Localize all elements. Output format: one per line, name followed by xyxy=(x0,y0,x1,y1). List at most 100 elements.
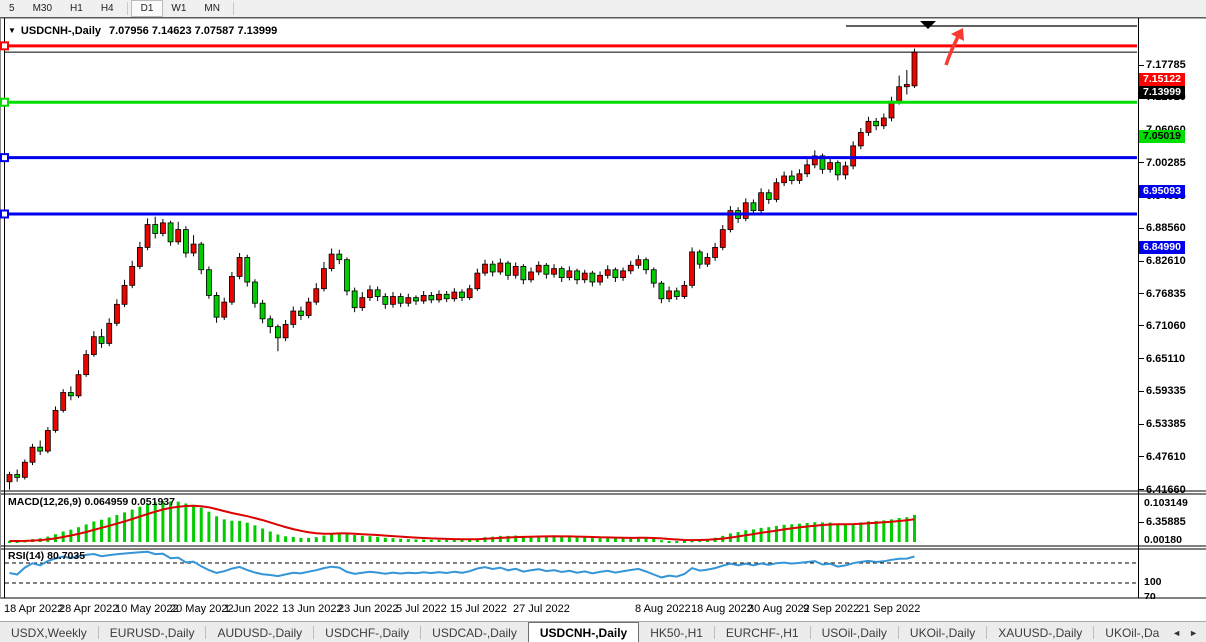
bear-candle xyxy=(374,289,381,297)
tab-separator xyxy=(313,626,315,639)
price-tick-label: 6.71060 xyxy=(1146,319,1186,332)
timeframe-button-h1[interactable]: H1 xyxy=(70,3,83,14)
price-tick-label: 6.41660 xyxy=(1146,483,1186,496)
macd-histogram-bar xyxy=(184,503,188,542)
tab-separator xyxy=(1093,626,1095,639)
timeframe-toolbar: 5 M30 H1 H4 D1 W1 MN xyxy=(0,0,1206,17)
rsi-line xyxy=(9,550,915,579)
timeframe-button-d1[interactable]: D1 xyxy=(130,0,164,17)
tab-usdcnh-daily[interactable]: USDCNH-,Daily xyxy=(527,622,640,642)
timeframe-button-mn[interactable]: MN xyxy=(204,3,220,14)
bear-candle xyxy=(489,263,496,273)
timeframe-button-m30[interactable]: M30 xyxy=(32,3,53,14)
bear-candle xyxy=(558,268,565,278)
tab-usoil-daily[interactable]: USOil-,Daily xyxy=(821,625,887,640)
price-tick-label: 6.53385 xyxy=(1146,418,1186,431)
macd-histogram-bar xyxy=(583,537,587,542)
symbol-tab-bar: USDX,Weekly EURUSD-,Daily AUDUSD-,Daily USD… xyxy=(0,621,1206,642)
bear-candle xyxy=(252,281,258,304)
line-drag-handle[interactable] xyxy=(0,97,9,107)
macd-signal-line xyxy=(9,504,915,542)
price-level-badge: 7.13999 xyxy=(1139,86,1185,100)
macd-histogram-bar xyxy=(560,536,564,542)
tick-mark xyxy=(1139,358,1144,360)
scroll-left-icon[interactable]: ◄ xyxy=(1172,627,1182,638)
macd-histogram-bar xyxy=(552,535,556,542)
bear-candle xyxy=(658,282,665,300)
tab-ukoil-da[interactable]: UKOil-,Da xyxy=(1105,625,1160,640)
tab-usdchf-daily[interactable]: USDCHF-,Daily xyxy=(325,625,410,640)
macd-histogram-bar xyxy=(299,537,303,542)
macd-histogram-bar xyxy=(253,525,257,542)
bull-candle xyxy=(90,336,97,355)
bear-candle xyxy=(298,310,304,316)
tab-separator xyxy=(809,626,811,639)
timeframe-button-w1[interactable]: W1 xyxy=(171,3,187,14)
price-level-badge: 7.15122 xyxy=(1139,73,1185,87)
up-arrow-annotation[interactable] xyxy=(944,32,962,66)
tab-eurchf-h1[interactable]: EURCHF-,H1 xyxy=(725,625,799,640)
macd-histogram-bar xyxy=(123,512,127,542)
rsi-scale-label: 70 xyxy=(1144,591,1156,603)
up-arrow-head[interactable] xyxy=(951,28,964,41)
timeframe-button-5[interactable]: 5 xyxy=(9,3,15,14)
bear-candle xyxy=(589,272,596,283)
macd-histogram-bar xyxy=(843,523,847,542)
bull-candle xyxy=(842,165,849,176)
macd-histogram-bar xyxy=(544,535,548,542)
bull-candle xyxy=(704,257,711,265)
macd-histogram-bar xyxy=(368,536,372,542)
bull-candle xyxy=(865,120,872,133)
bull-candle xyxy=(758,192,765,211)
tab-xauusd-daily[interactable]: XAUUSD-,Daily xyxy=(998,625,1083,640)
bear-candle xyxy=(37,446,44,452)
bull-candle xyxy=(627,264,634,272)
macd-histogram-bar xyxy=(498,535,502,542)
line-drag-handle[interactable] xyxy=(0,209,9,219)
bull-candle xyxy=(44,430,51,452)
date-tick-label: 30 Aug 2022 xyxy=(748,603,810,615)
bull-candle xyxy=(551,268,557,275)
chevron-down-icon[interactable]: ▼ xyxy=(8,26,16,35)
timeframe-button-h4[interactable]: H4 xyxy=(100,3,114,14)
bull-candle xyxy=(796,173,803,181)
macd-histogram-bar xyxy=(529,535,533,542)
scroll-right-icon[interactable]: ► xyxy=(1189,627,1198,638)
bear-candle xyxy=(873,120,880,127)
tab-usdcad-daily[interactable]: USDCAD-,Daily xyxy=(432,625,517,640)
macd-histogram-bar xyxy=(115,515,119,542)
bull-candle xyxy=(888,100,895,119)
macd-histogram-bar xyxy=(506,535,510,542)
tab-ukoil-daily[interactable]: UKOil-,Daily xyxy=(909,625,976,640)
tab-separator xyxy=(97,626,99,639)
macd-histogram-bar xyxy=(759,527,763,542)
bull-candle xyxy=(367,289,373,299)
toolbar-separator xyxy=(126,2,128,15)
macd-histogram-bar xyxy=(92,521,96,542)
macd-histogram-bar xyxy=(859,522,863,542)
tick-mark xyxy=(1139,423,1144,425)
bull-candle xyxy=(451,291,458,300)
macd-histogram-bar xyxy=(797,523,801,542)
line-drag-handle[interactable] xyxy=(0,41,9,51)
macd-histogram-bar xyxy=(537,535,541,542)
tab-eurusd-daily[interactable]: EURUSD-,Daily xyxy=(109,625,195,640)
macd-histogram-bar xyxy=(905,517,909,542)
price-level-badge: 7.05019 xyxy=(1139,129,1185,143)
tab-hk50-h1[interactable]: HK50-,H1 xyxy=(650,625,703,640)
tab-audusd-daily[interactable]: AUDUSD-,Daily xyxy=(217,625,303,640)
down-triangle-marker[interactable] xyxy=(920,21,936,29)
macd-histogram-bar xyxy=(521,535,525,542)
price-tick: 6.41660 xyxy=(1139,483,1186,496)
bull-candle xyxy=(535,264,542,273)
chart-ohlc-values: 7.07956 7.14623 7.07587 7.13999 xyxy=(109,25,278,37)
line-drag-handle[interactable] xyxy=(0,153,9,163)
chart-canvas[interactable] xyxy=(0,18,1206,621)
tab-usdx-weekly[interactable]: USDX,Weekly xyxy=(11,625,87,640)
bear-candle xyxy=(765,192,772,200)
price-tick-label: 7.00285 xyxy=(1146,156,1186,169)
macd-histogram-bar xyxy=(399,538,403,542)
macd-indicator-label: MACD(12,26,9) 0.064959 0.051937 xyxy=(8,496,175,508)
time-axis[interactable]: 18 Apr 2022 28 Apr 2022 10 May 2022 20 May … xyxy=(0,599,1206,621)
bull-candle xyxy=(321,268,327,290)
